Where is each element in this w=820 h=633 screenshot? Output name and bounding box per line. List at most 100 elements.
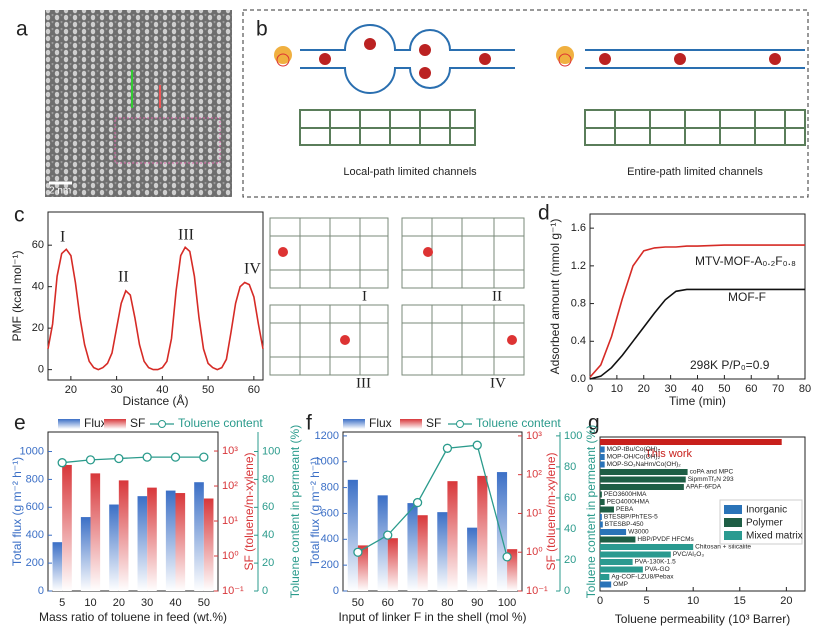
annotation: I (60, 229, 65, 246)
axis-title: Toluene content in permeant (%) (584, 425, 598, 598)
y-tick-label: 0 (262, 585, 268, 597)
legend-swatch (724, 518, 742, 527)
panel-label: b (256, 18, 268, 41)
bar (600, 581, 612, 588)
x-tick-label: 10 (611, 383, 623, 395)
molecule (340, 335, 350, 345)
x-tick-label: 30 (110, 384, 122, 396)
point (472, 440, 482, 450)
legend-label: SF (130, 416, 145, 430)
y-tick-label: 80 (564, 461, 576, 473)
axis-title: Toluene permeability (10³ Barrer) (615, 612, 790, 626)
axis-title: Toluene content in permeant (%) (288, 425, 302, 598)
x-tick-label: 5 (59, 597, 65, 609)
bar-label: PVA-130K-1.5 (635, 559, 676, 566)
bar (90, 473, 101, 591)
molecule (419, 67, 431, 79)
bar (600, 461, 605, 468)
bar (447, 481, 458, 591)
y-tick-label: 10³ (222, 445, 238, 457)
legend-swatch (343, 419, 365, 429)
y-tick-label: 800 (26, 473, 44, 485)
axis-title: Total flux (g m⁻² h⁻¹) (10, 457, 24, 566)
bar-label: BTESBP/PhTES-5 (604, 514, 658, 521)
molecule (674, 53, 686, 65)
y-tick-label: 100 (564, 430, 582, 442)
point (412, 497, 423, 508)
bar (600, 514, 602, 520)
point (383, 530, 393, 540)
y-tick-label: 20 (262, 557, 274, 569)
bar (62, 464, 72, 591)
point (170, 452, 181, 462)
point (199, 452, 209, 462)
bar (147, 487, 157, 591)
x-tick-label: 40 (691, 383, 703, 395)
bar (437, 512, 448, 591)
bar-label: PVC/Al₂O₃ (673, 551, 705, 558)
y-tick-label: 1.2 (571, 260, 586, 272)
x-tick-label: 20 (638, 383, 650, 395)
panel-b: Local-path limited channels Entire-path … (242, 9, 809, 198)
molecule (769, 53, 781, 65)
framework (299, 109, 806, 146)
bar-label: Ag-COF-LZU8/Pebax (611, 574, 674, 581)
structure-label: I (362, 288, 367, 304)
bar (109, 504, 119, 591)
y-tick-label: 10⁻¹ (526, 585, 548, 597)
bar (600, 454, 605, 460)
legend-swatch (104, 419, 126, 429)
bar (52, 542, 63, 591)
annotation: IV (244, 261, 261, 278)
bar (600, 484, 684, 490)
plot-frame (47, 431, 219, 592)
bar (600, 566, 643, 573)
annotation: II (118, 269, 129, 286)
molecule (507, 335, 517, 345)
y-tick-label: 60 (564, 492, 576, 504)
y-tick-label: 1.6 (571, 222, 586, 234)
y-tick-label: 40 (262, 529, 274, 541)
molecule (419, 44, 431, 56)
molecule (319, 53, 331, 65)
bar (417, 515, 428, 591)
panel-label: a (16, 18, 28, 41)
bar-label: BTESBP-450 (605, 521, 644, 528)
legend-label: Mixed matrix (746, 531, 803, 542)
y-tick-label: 100 (262, 445, 280, 457)
y-tick-label: 60 (32, 239, 44, 251)
legend-swatch (456, 420, 464, 428)
y-tick-label: 1000 (315, 456, 339, 468)
line-series (47, 246, 264, 371)
bar (600, 559, 633, 565)
bar-label: PEBA (616, 506, 634, 513)
point (57, 458, 67, 468)
bar-label: SipmmTf₂N 293 (688, 476, 734, 483)
legend-label: Flux (369, 416, 392, 430)
y-tick-label: 10¹ (526, 507, 542, 519)
y-tick-label: 80 (262, 473, 274, 485)
line-series (62, 456, 204, 464)
x-tick-label: 20 (113, 597, 125, 609)
bar (600, 439, 782, 445)
frame (242, 9, 809, 198)
x-tick-label: 60 (248, 384, 260, 396)
point (353, 547, 363, 557)
line-series (589, 244, 805, 378)
x-tick-label: 10 (687, 595, 699, 607)
y-tick-label: 10⁻¹ (222, 585, 244, 597)
panel-label: c (14, 204, 25, 227)
axis-title: Time (min) (669, 394, 726, 408)
bar (600, 551, 671, 558)
x-tick-label: 20 (780, 595, 792, 607)
molecule (558, 53, 572, 67)
y-tick-label: 600 (26, 501, 44, 513)
bar (347, 479, 358, 591)
molecule (599, 53, 611, 65)
molecule (556, 46, 574, 64)
y-tick-label: 0.0 (571, 373, 586, 385)
bar (203, 498, 214, 591)
bar-label: Chitosan + silicalite (695, 544, 751, 551)
bar (496, 472, 508, 591)
